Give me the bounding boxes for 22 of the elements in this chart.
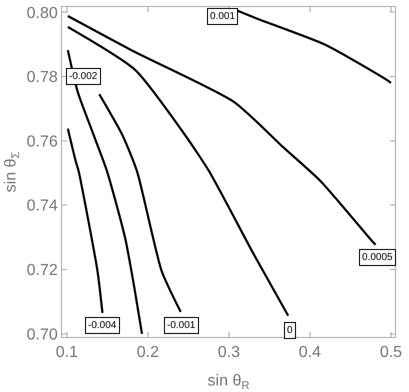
- annotation: -0.001: [167, 320, 196, 331]
- y-tick-label: 0.76: [26, 133, 58, 150]
- x-tick-label: 0.5: [380, 344, 402, 362]
- y-tick-label: 0.78: [26, 69, 58, 86]
- x-tick-label: 0.4: [298, 344, 322, 362]
- annotation: -0.002: [69, 71, 98, 82]
- y-tick-label: 0.80: [26, 4, 58, 22]
- y-tick-label: 0.70: [26, 326, 58, 344]
- x-tick-label: 0.1: [56, 344, 78, 362]
- annotation: 0.001: [210, 11, 236, 22]
- line-series: [98, 93, 182, 314]
- line-series: [66, 127, 104, 314]
- annotation: 0: [287, 325, 293, 336]
- y-tick-label: 0.74: [26, 198, 58, 215]
- x-tick-label: 0.3: [218, 344, 240, 362]
- x-axis-title: sin θ$_{R}$: [208, 372, 250, 392]
- line-series: [66, 26, 290, 317]
- y-tick-label: 0.72: [26, 262, 58, 280]
- annotation: 0.0005: [362, 252, 394, 263]
- annotation: -0.004: [88, 320, 117, 331]
- line-series: [66, 49, 144, 335]
- x-tick-label: 0.2: [136, 344, 160, 362]
